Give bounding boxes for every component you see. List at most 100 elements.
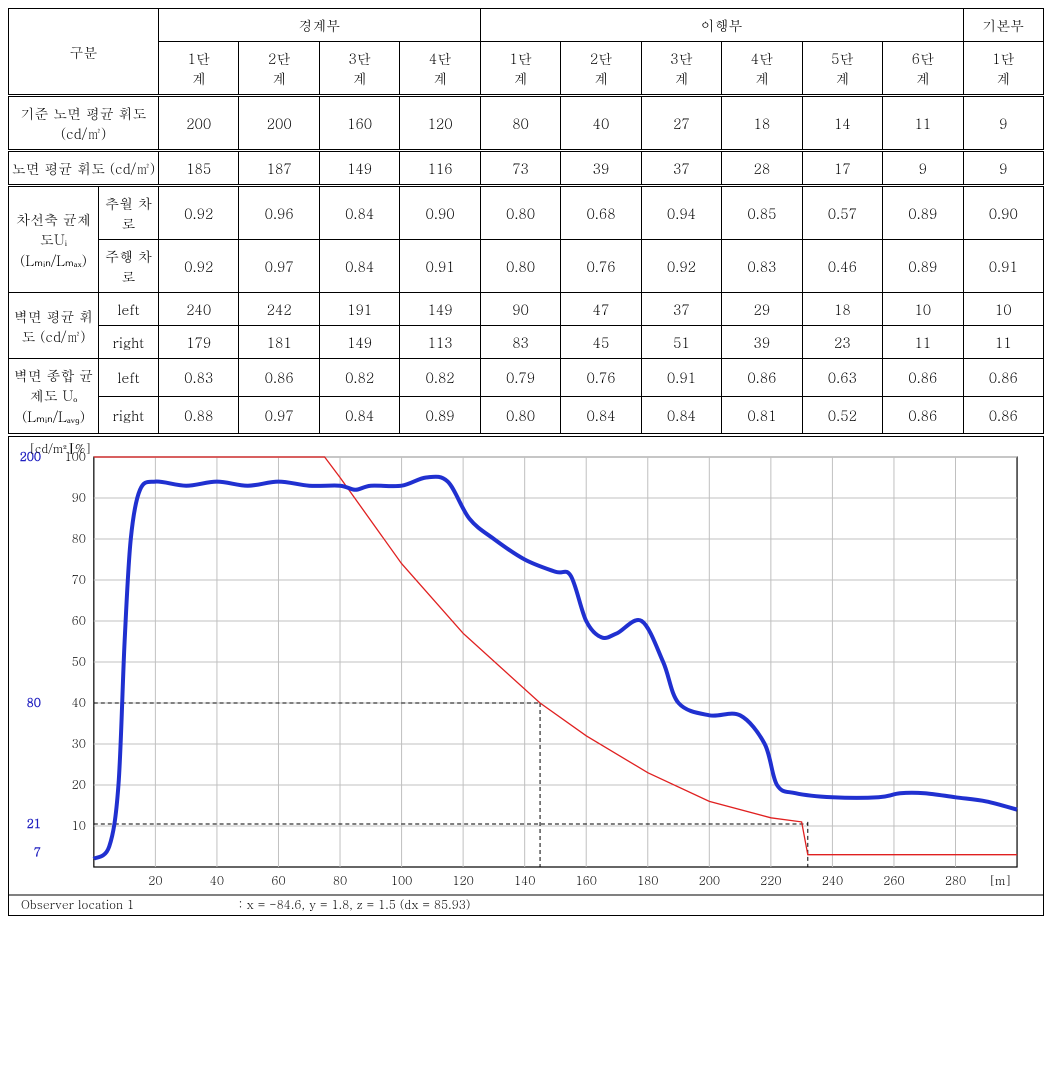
value-cell: 0.84 [319,240,399,293]
value-cell: 0.81 [722,396,802,434]
table-row: 차선축 균제도Uᵢ (Lₘᵢₙ/Lₘₐₓ)추월 차로0.920.960.840.… [9,186,1044,240]
stage-header: 3단계 [641,42,721,96]
row-sublabel: left [99,293,159,326]
table-row: 노면 평균 휘도 (cd/㎡)185187149116733937281799 [9,151,1044,186]
value-cell: 11 [963,326,1043,359]
table-row: 기준 노면 평균 휘도 (cd/㎡)2002001601208040271814… [9,96,1044,151]
table-row: right0.880.970.840.890.800.840.840.810.5… [9,396,1044,434]
x-tick-label: 180 [637,872,658,889]
value-cell: 9 [963,151,1043,186]
value-cell: 200 [159,96,239,151]
value-cell: 200 [239,96,319,151]
row-sublabel: left [99,359,159,397]
value-cell: 37 [641,151,721,186]
x-tick-label: 100 [391,872,412,889]
value-cell: 9 [963,96,1043,151]
value-cell: 37 [641,293,721,326]
value-cell: 0.89 [883,186,963,240]
value-cell: 0.89 [883,240,963,293]
value-cell: 0.84 [319,396,399,434]
header-gubun: 구분 [9,9,159,96]
x-tick-label: 160 [576,872,597,889]
value-cell: 47 [561,293,641,326]
value-cell: 0.92 [159,186,239,240]
value-cell: 27 [641,96,721,151]
value-cell: 240 [159,293,239,326]
value-cell: 40 [561,96,641,151]
value-cell: 187 [239,151,319,186]
value-cell: 80 [480,96,560,151]
y-unit-pct: [%] [69,440,91,457]
stage-header: 4단계 [722,42,802,96]
value-cell: 149 [319,151,399,186]
row-label: 벽면 종합 균제도 Uₒ (Lₘᵢₙ/Lₐᵥ₉) [9,359,99,434]
x-tick-label: 140 [514,872,535,889]
y-unit-cd: [cd/m²] [29,440,73,457]
stage-header: 2단계 [239,42,319,96]
value-cell: 0.91 [400,240,480,293]
value-cell: 149 [319,326,399,359]
value-cell: 0.63 [802,359,882,397]
value-cell: 120 [400,96,480,151]
value-cell: 73 [480,151,560,186]
row-label: 노면 평균 휘도 (cd/㎡) [9,151,159,186]
row-sublabel: 추월 차로 [99,186,159,240]
table-row: 벽면 평균 휘도 (cd/㎡)left240242191149904737291… [9,293,1044,326]
y-tick-label: 80 [72,530,86,547]
value-cell: 0.80 [480,186,560,240]
y-tick-label: 10 [72,817,86,834]
x-tick-label: 80 [333,872,347,889]
y-cd-label: 7 [34,844,41,861]
stage-header: 2단계 [561,42,641,96]
value-cell: 90 [480,293,560,326]
value-cell: 0.86 [883,359,963,397]
value-cell: 113 [400,326,480,359]
row-sublabel: right [99,396,159,434]
row-label: 벽면 평균 휘도 (cd/㎡) [9,293,99,359]
luminance-table: 구분 경계부 이행부 기본부 1단계2단계3단계4단계1단계2단계3단계4단계5… [8,8,1044,434]
value-cell: 179 [159,326,239,359]
x-tick-label: 200 [699,872,720,889]
value-cell: 0.90 [400,186,480,240]
y-tick-label: 40 [72,694,86,711]
row-label: 기준 노면 평균 휘도 (cd/㎡) [9,96,159,151]
value-cell: 0.84 [319,186,399,240]
header-group1: 경계부 [159,9,481,42]
stage-row: 1단계2단계3단계4단계1단계2단계3단계4단계5단계6단계1단계 [9,42,1044,96]
footer-mid: : x = -84.6, y = 1.8, z = 1.5 (dx = 85.9… [239,896,471,913]
y-cd-label: 21 [27,815,41,832]
y-cd-label: 80 [27,694,41,711]
value-cell: 0.86 [963,359,1043,397]
blue-curve [94,477,1017,859]
value-cell: 0.83 [159,359,239,397]
value-cell: 10 [883,293,963,326]
value-cell: 17 [802,151,882,186]
value-cell: 0.80 [480,396,560,434]
value-cell: 191 [319,293,399,326]
value-cell: 28 [722,151,802,186]
value-cell: 39 [722,326,802,359]
value-cell: 0.46 [802,240,882,293]
header-group2: 이행부 [480,9,963,42]
footer-left: Observer location 1 [21,896,134,913]
value-cell: 18 [802,293,882,326]
value-cell: 0.92 [159,240,239,293]
x-unit: [m] [989,872,1011,889]
x-tick-label: 240 [822,872,843,889]
x-tick-label: 260 [883,872,904,889]
table-row: 벽면 종합 균제도 Uₒ (Lₘᵢₙ/Lₐᵥ₉)left0.830.860.82… [9,359,1044,397]
value-cell: 0.68 [561,186,641,240]
value-cell: 29 [722,293,802,326]
value-cell: 0.90 [963,186,1043,240]
value-cell: 39 [561,151,641,186]
value-cell: 18 [722,96,802,151]
value-cell: 23 [802,326,882,359]
header-group3: 기본부 [963,9,1043,42]
value-cell: 0.82 [400,359,480,397]
stage-header: 1단계 [159,42,239,96]
x-tick-label: 60 [271,872,285,889]
value-cell: 0.96 [239,186,319,240]
value-cell: 185 [159,151,239,186]
stage-header: 1단계 [963,42,1043,96]
value-cell: 0.94 [641,186,721,240]
